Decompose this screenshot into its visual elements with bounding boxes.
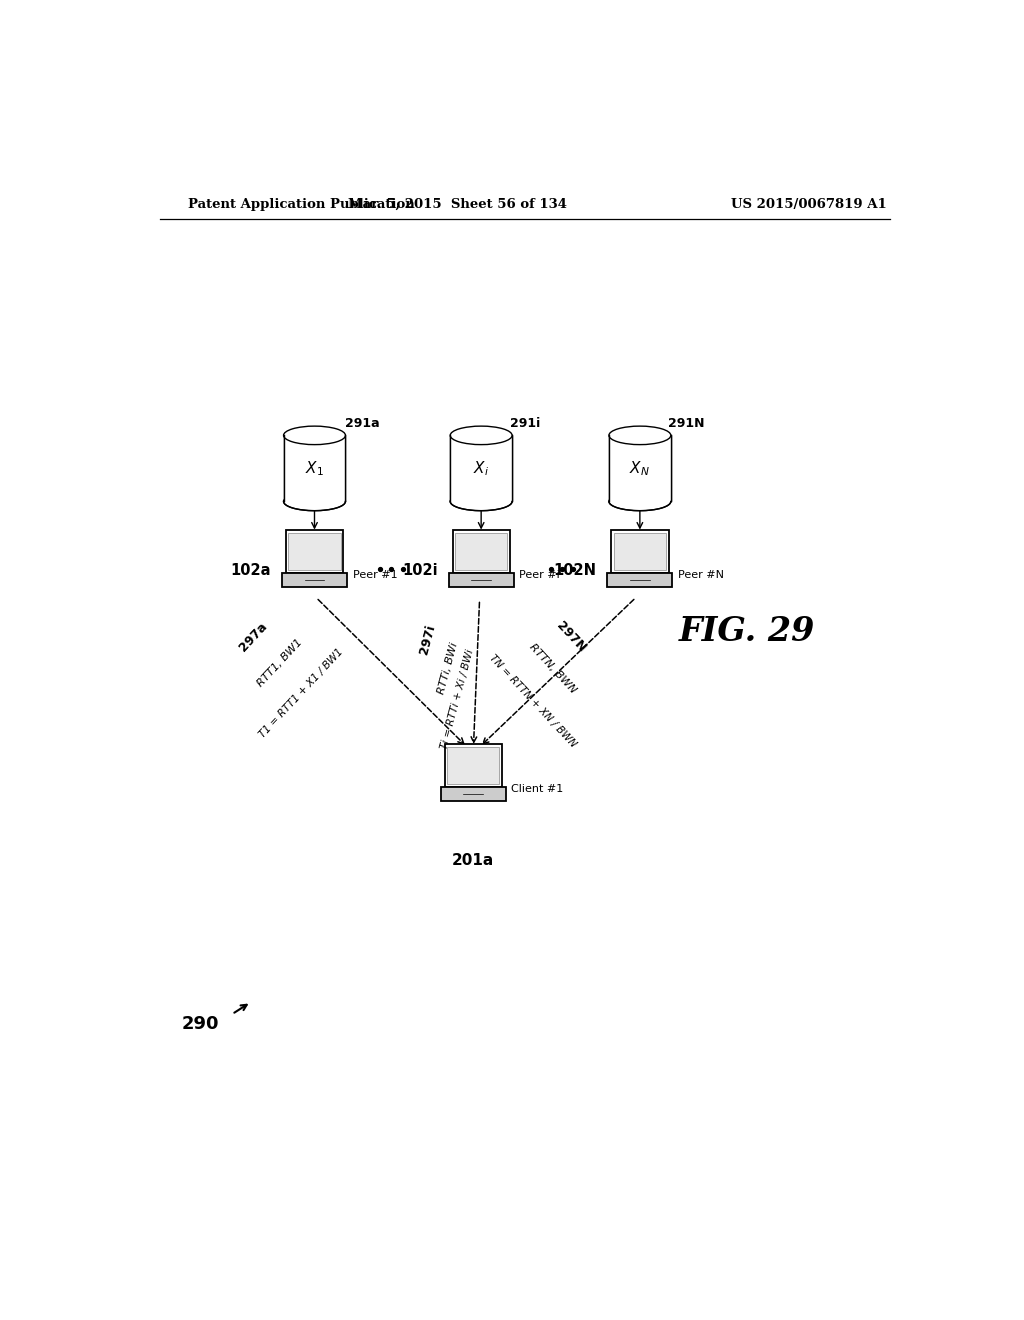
Ellipse shape bbox=[609, 426, 671, 445]
Bar bbox=[449, 573, 514, 587]
Bar bbox=[451, 469, 512, 502]
Bar bbox=[444, 743, 502, 787]
Text: Peer #i: Peer #i bbox=[519, 570, 560, 579]
Text: 291i: 291i bbox=[510, 417, 540, 430]
Ellipse shape bbox=[609, 492, 671, 511]
Text: US 2015/0067819 A1: US 2015/0067819 A1 bbox=[731, 198, 887, 211]
Bar bbox=[284, 436, 345, 502]
Bar bbox=[609, 436, 671, 502]
Text: $X_1$: $X_1$ bbox=[305, 459, 324, 478]
Text: 291a: 291a bbox=[345, 417, 379, 430]
Text: TN = RTTN + XN / BWN: TN = RTTN + XN / BWN bbox=[487, 653, 579, 750]
Text: FIG. 29: FIG. 29 bbox=[679, 615, 815, 648]
Text: 297i: 297i bbox=[418, 623, 438, 656]
Text: 201a: 201a bbox=[452, 853, 495, 867]
Bar bbox=[446, 747, 500, 784]
Text: 102a: 102a bbox=[230, 562, 270, 578]
Bar bbox=[609, 469, 671, 502]
Bar bbox=[288, 533, 341, 570]
Bar bbox=[286, 531, 343, 573]
Bar bbox=[453, 531, 510, 573]
Bar bbox=[451, 436, 512, 502]
Text: $X_i$: $X_i$ bbox=[473, 459, 489, 478]
Text: 102i: 102i bbox=[401, 562, 437, 578]
Bar bbox=[440, 787, 506, 800]
Text: 290: 290 bbox=[182, 1015, 219, 1034]
Text: Client #1: Client #1 bbox=[511, 784, 563, 793]
Bar bbox=[611, 531, 669, 573]
Text: Ti = RTTi + Xi / BWi: Ti = RTTi + Xi / BWi bbox=[439, 648, 475, 750]
Text: Patent Application Publication: Patent Application Publication bbox=[187, 198, 415, 211]
Ellipse shape bbox=[451, 492, 512, 511]
Text: 102N: 102N bbox=[553, 562, 596, 578]
Text: $X_N$: $X_N$ bbox=[630, 459, 650, 478]
Text: Mar. 5, 2015  Sheet 56 of 134: Mar. 5, 2015 Sheet 56 of 134 bbox=[348, 198, 567, 211]
Ellipse shape bbox=[284, 426, 345, 445]
Ellipse shape bbox=[284, 492, 345, 511]
Text: 291N: 291N bbox=[669, 417, 705, 430]
Bar bbox=[613, 533, 667, 570]
Text: 297N: 297N bbox=[554, 619, 588, 655]
Bar bbox=[455, 533, 508, 570]
Text: 297a: 297a bbox=[237, 620, 270, 655]
Text: RTTi, BWi: RTTi, BWi bbox=[436, 642, 460, 696]
Bar bbox=[284, 469, 345, 502]
Ellipse shape bbox=[451, 426, 512, 445]
Bar bbox=[607, 573, 673, 587]
Text: T1 = RTT1 + X1 / BW1: T1 = RTT1 + X1 / BW1 bbox=[257, 647, 345, 739]
Text: RTT1, BW1: RTT1, BW1 bbox=[256, 636, 305, 688]
Text: Peer #N: Peer #N bbox=[678, 570, 724, 579]
Bar bbox=[284, 436, 345, 502]
Text: Peer #1: Peer #1 bbox=[352, 570, 397, 579]
Text: RTTN, BWN: RTTN, BWN bbox=[527, 642, 578, 696]
Bar bbox=[451, 436, 512, 502]
Bar bbox=[609, 436, 671, 502]
Bar bbox=[282, 573, 347, 587]
